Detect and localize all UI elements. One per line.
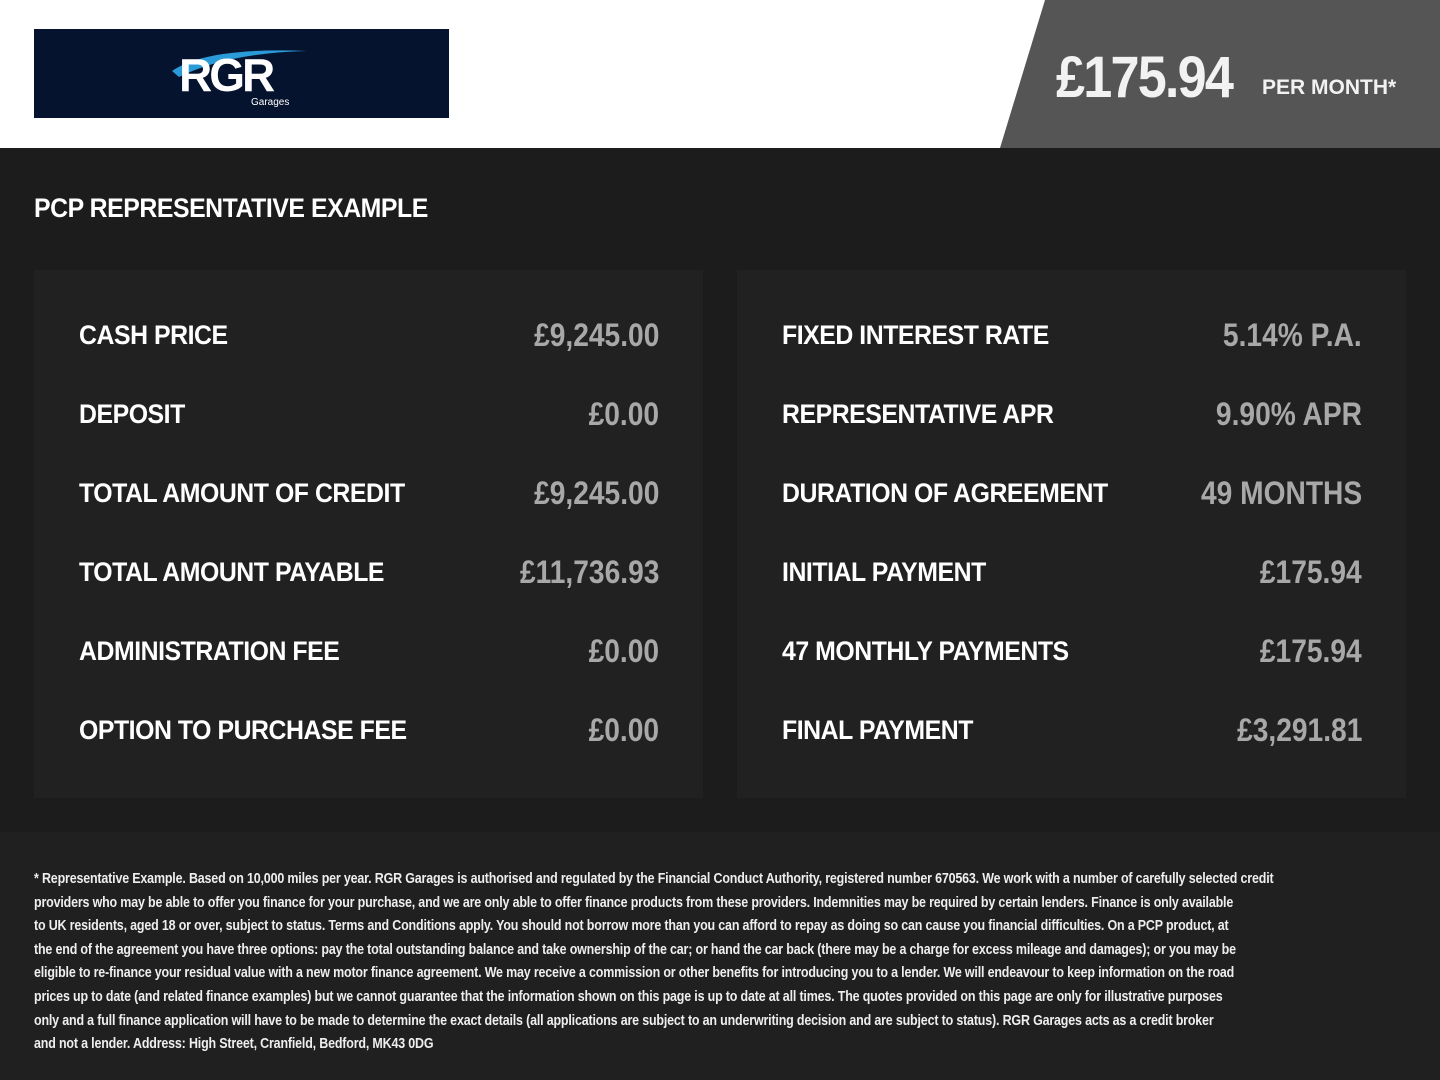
finance-label: REPRESENTATIVE APR — [782, 399, 1054, 429]
disclaimer-line: the end of the agreement you have three … — [34, 941, 1236, 958]
finance-value: 9.90% APR — [1215, 396, 1362, 432]
finance-label: CASH PRICE — [79, 320, 228, 350]
finance-value: £0.00 — [588, 396, 659, 432]
finance-label: 47 MONTHLY PAYMENTS — [782, 636, 1069, 666]
monthly-price: £175.94 — [1056, 45, 1234, 110]
finance-value: £175.94 — [1260, 554, 1362, 590]
finance-label: FIXED INTEREST RATE — [782, 320, 1049, 350]
finance-value: £175.94 — [1260, 633, 1362, 669]
finance-label: DURATION OF AGREEMENT — [782, 478, 1108, 508]
finance-row: DEPOSIT £0.00 — [79, 375, 659, 454]
disclaimer-line: prices up to date (and related finance e… — [34, 988, 1223, 1005]
finance-label: TOTAL AMOUNT PAYABLE — [79, 557, 385, 587]
disclaimer-line: eligible to re-finance your residual val… — [34, 965, 1235, 982]
finance-label: OPTION TO PURCHASE FEE — [79, 715, 407, 745]
finance-row: OPTION TO PURCHASE FEE £0.00 — [79, 691, 659, 770]
finance-row: TOTAL AMOUNT PAYABLE £11,736.93 — [79, 533, 659, 612]
disclaimer-line: to UK residents, aged 18 or over, subjec… — [34, 918, 1229, 935]
finance-row: INITIAL PAYMENT £175.94 — [782, 533, 1362, 612]
price-banner — [1000, 0, 1440, 148]
finance-row: ADMINISTRATION FEE £0.00 — [79, 612, 659, 691]
rgr-garages-logo: RGR Garages — [34, 29, 449, 118]
disclaimer-line: and not a lender. Address: High Street, … — [34, 1036, 434, 1053]
finance-label: FINAL PAYMENT — [782, 715, 973, 745]
finance-row: CASH PRICE £9,245.00 — [79, 296, 659, 375]
finance-row: REPRESENTATIVE APR 9.90% APR — [782, 375, 1362, 454]
finance-label: ADMINISTRATION FEE — [79, 636, 340, 666]
finance-row: DURATION OF AGREEMENT 49 MONTHS — [782, 454, 1362, 533]
section-title: PCP REPRESENTATIVE EXAMPLE — [34, 193, 428, 223]
left-finance-panel: CASH PRICE £9,245.00 DEPOSIT £0.00 TOTAL AMO… — [34, 270, 703, 798]
finance-label: TOTAL AMOUNT OF CREDIT — [79, 478, 405, 508]
finance-row: FINAL PAYMENT £3,291.81 — [782, 691, 1362, 770]
finance-row: FIXED INTEREST RATE 5.14% P.A. — [782, 296, 1362, 375]
svg-text:Garages: Garages — [251, 97, 289, 108]
right-finance-panel: FIXED INTEREST RATE 5.14% P.A. REPRESENTAT… — [737, 270, 1406, 798]
disclaimer-line: providers who may be able to offer you f… — [34, 894, 1234, 911]
finance-row: TOTAL AMOUNT OF CREDIT £9,245.00 — [79, 454, 659, 533]
finance-value: £11,736.93 — [519, 554, 659, 590]
per-month-label: PER MONTH* — [1262, 76, 1397, 99]
finance-value: 5.14% P.A. — [1223, 317, 1362, 353]
finance-label: INITIAL PAYMENT — [782, 557, 986, 587]
disclaimer-line: only and a full finance application will… — [34, 1012, 1214, 1029]
header: RGR Garages £175.94 PER MONTH* — [0, 0, 1440, 148]
svg-text:RGR: RGR — [179, 49, 275, 101]
finance-row: 47 MONTHLY PAYMENTS £175.94 — [782, 612, 1362, 691]
finance-value: £0.00 — [588, 712, 659, 748]
finance-value: £9,245.00 — [533, 475, 659, 511]
finance-value: 49 MONTHS — [1200, 475, 1362, 511]
finance-value: £9,245.00 — [533, 317, 659, 353]
disclaimer: * Representative Example. Based on 10,00… — [0, 832, 1440, 1080]
finance-label: DEPOSIT — [79, 399, 185, 429]
finance-value: £0.00 — [588, 633, 659, 669]
disclaimer-line: * Representative Example. Based on 10,00… — [34, 871, 1274, 887]
finance-value: £3,291.81 — [1236, 712, 1362, 748]
logo-icon: RGR Garages — [171, 49, 307, 108]
